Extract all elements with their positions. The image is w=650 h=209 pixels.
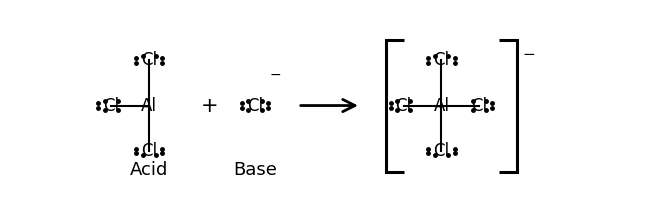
Text: Base: Base	[233, 161, 277, 179]
Text: Al: Al	[141, 97, 157, 115]
Text: Cl: Cl	[434, 142, 450, 160]
Text: Acid: Acid	[130, 161, 168, 179]
Text: Cl: Cl	[141, 51, 157, 69]
Text: Cl: Cl	[103, 97, 120, 115]
Text: Cl: Cl	[247, 97, 263, 115]
Text: Cl: Cl	[396, 97, 411, 115]
Text: Cl: Cl	[471, 97, 488, 115]
Text: Cl: Cl	[141, 142, 157, 160]
Text: Al: Al	[434, 97, 449, 115]
Text: −: −	[269, 68, 281, 82]
Text: Cl: Cl	[434, 51, 450, 69]
Text: +: +	[201, 96, 218, 116]
Text: −: −	[522, 47, 535, 61]
